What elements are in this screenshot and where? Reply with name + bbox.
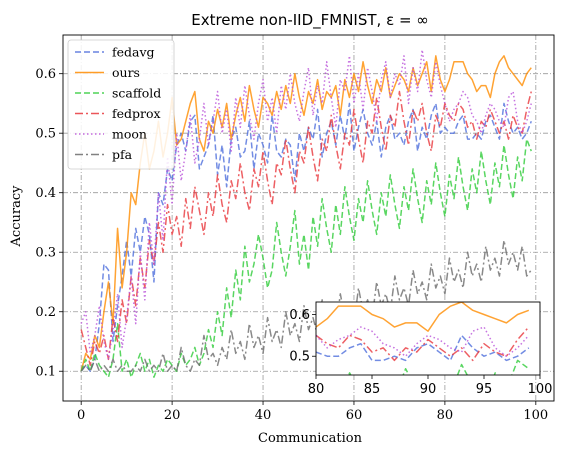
- x-tick-label: 0: [77, 408, 85, 423]
- x-tick-label: 60: [346, 408, 363, 423]
- inset-line-fedprox: [316, 326, 530, 362]
- y-tick-label: 0.4: [35, 186, 56, 201]
- inset-line-moon: [316, 326, 530, 357]
- chart-title: Extreme non-IID_FMNIST, ε = ∞: [191, 11, 429, 30]
- inset-y-tick-label: 0.6: [289, 308, 310, 323]
- main-axis-ticks: 0 20 40 60 80 100 0.1 0.2 0.3 0.4 0.5 0.6: [35, 67, 548, 423]
- legend-label: fedprox: [112, 106, 161, 121]
- inset-x-tick-label: 100: [528, 382, 553, 397]
- x-tick-label: 20: [164, 408, 181, 423]
- y-tick-label: 0.3: [35, 246, 56, 261]
- y-tick-label: 0.2: [35, 305, 56, 320]
- x-axis-label: Communication: [258, 431, 363, 446]
- legend-label: scaffold: [112, 86, 161, 101]
- legend-entry-ours: ours: [75, 65, 140, 80]
- x-tick-label: 80: [437, 408, 454, 423]
- main-plot-frame: [62, 34, 555, 402]
- main-series-lines: [80, 49, 532, 378]
- legend-entry-pfa: pfa: [75, 147, 133, 162]
- inset-background: [316, 302, 540, 375]
- legend-label: pfa: [112, 147, 133, 162]
- legend-entry-scaffold: scaffold: [75, 86, 161, 101]
- x-tick-label: 40: [255, 408, 272, 423]
- inset-line-fedavg: [316, 334, 530, 362]
- inset-y-tick-label: 0.5: [289, 350, 310, 365]
- series-line-moon: [80, 49, 532, 361]
- y-tick-label: 0.5: [35, 127, 56, 142]
- series-line-scaffold: [80, 138, 532, 378]
- inset-zoom-chart: 80 85 90 95 100 0.5 0.6: [289, 301, 553, 397]
- legend-entry-fedavg: fedavg: [75, 45, 155, 60]
- legend-entry-fedprox: fedprox: [75, 106, 161, 121]
- legend-entry-moon: moon: [75, 127, 147, 142]
- inset-x-tick-label: 80: [308, 382, 325, 397]
- inset-series-lines: [316, 302, 530, 375]
- inset-x-tick-label: 85: [364, 382, 381, 397]
- x-tick-label: 100: [523, 408, 548, 423]
- inset-line-ours: [316, 302, 530, 332]
- series-line-fedprox: [80, 90, 532, 367]
- legend-label: fedavg: [112, 45, 155, 60]
- y-axis-label: Accuracy: [9, 185, 24, 248]
- inset-x-tick-label: 90: [420, 382, 437, 397]
- inset-x-tick-label: 95: [476, 382, 493, 397]
- y-tick-label: 0.6: [35, 67, 56, 82]
- legend-label: moon: [112, 127, 147, 142]
- legend-label: ours: [112, 65, 140, 80]
- y-tick-label: 0.1: [35, 365, 56, 380]
- legend: fedavg ours scaffold fedprox moon pfa: [67, 39, 175, 170]
- series-line-pfa: [80, 239, 532, 372]
